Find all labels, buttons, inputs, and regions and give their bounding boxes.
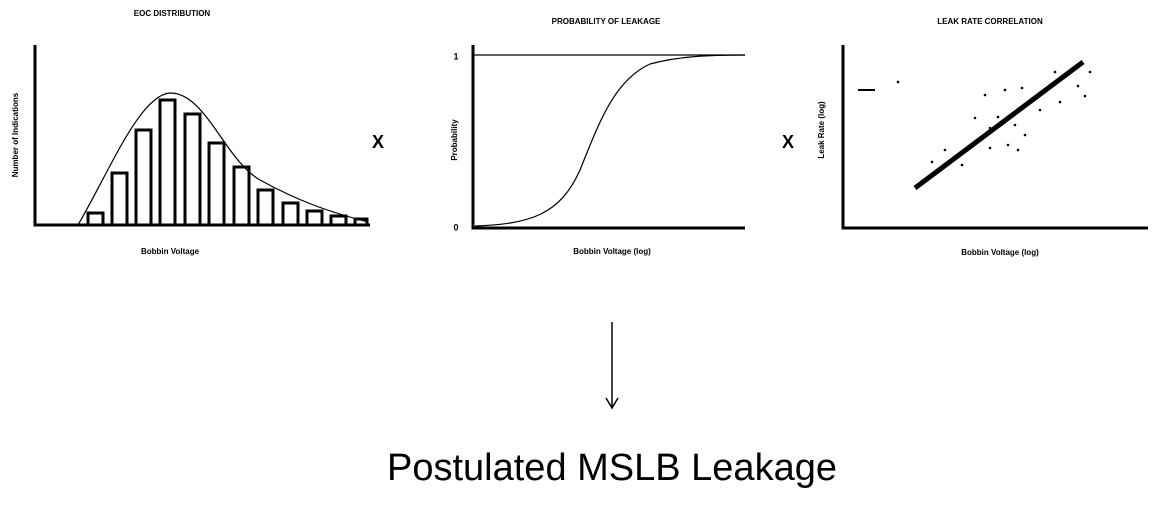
down-arrow [605,322,619,410]
x-axis-label: Bobbin Voltage (log) [961,248,1039,257]
histogram-bars [86,98,369,227]
panel-title: EOC DISTRIBUTION [134,9,211,18]
leak-rate-panel: LEAK RATE CORRELATION Leak Rate (log) Bo… [817,17,1148,257]
correlation-line [913,60,1085,190]
probability-curve [474,54,746,227]
scatter-points [896,70,1092,167]
probability-panel: PROBABILITY OF LEAKAGE Probability 1 0 B… [450,17,746,256]
y-axis-label: Probability [450,119,459,161]
y-axis-label: Number of Indications [11,92,20,177]
panel-title: LEAK RATE CORRELATION [937,17,1043,26]
axes [471,45,745,230]
y-tick-label: 1 [453,51,458,61]
multiply-operator: X [372,132,384,152]
multiply-operator: X [782,132,794,152]
x-axis-label: Bobbin Voltage (log) [573,247,651,256]
distribution-curve [77,92,369,226]
axes [33,45,370,227]
y-tick-label: 0 [453,222,458,232]
x-axis-label: Bobbin Voltage [141,247,200,256]
eoc-distribution-panel: EOC DISTRIBUTION Number of Indications B… [11,9,370,256]
y-axis-label: Leak Rate (log) [817,101,826,159]
panel-title: PROBABILITY OF LEAKAGE [552,17,661,26]
axes [841,45,1148,230]
result-label: Postulated MSLB Leakage [387,447,837,489]
